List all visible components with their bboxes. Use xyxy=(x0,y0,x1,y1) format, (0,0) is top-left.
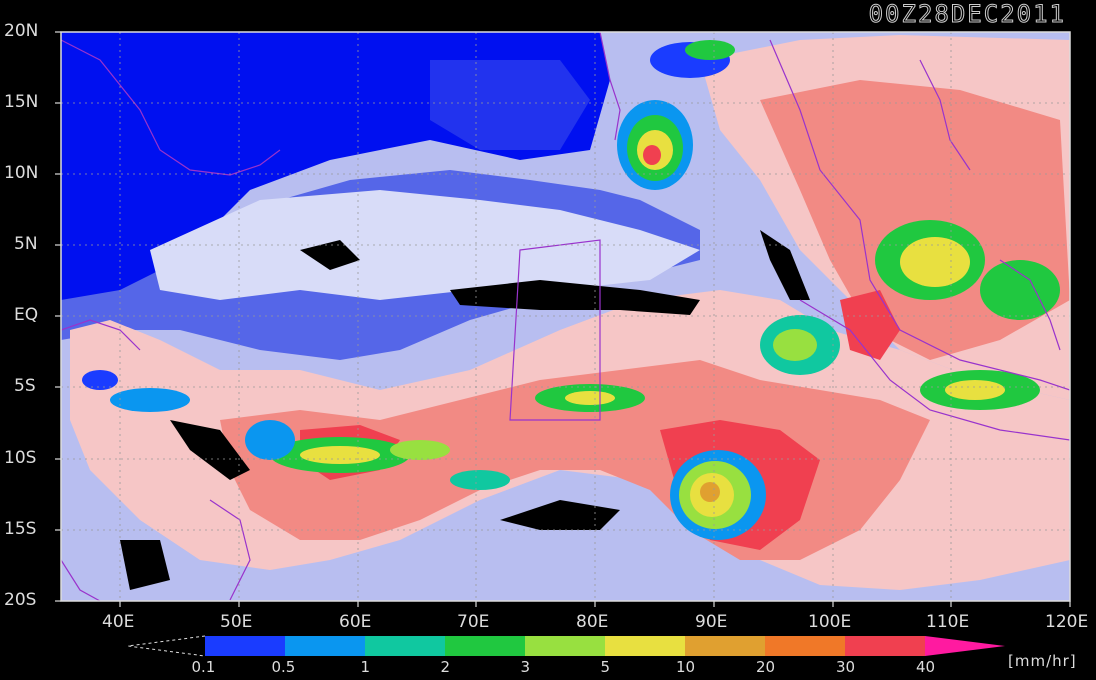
legend-level-label: 1 xyxy=(360,658,371,676)
legend-level-label: 10 xyxy=(676,658,696,676)
black-band-5 xyxy=(500,500,620,530)
itcz-south-convection xyxy=(82,40,735,490)
legend-level-label: 30 xyxy=(836,658,856,676)
legend-swatch xyxy=(765,636,845,656)
black-band-1 xyxy=(170,420,250,480)
legend-overshoot-triangle xyxy=(925,636,1005,656)
legend-swatch xyxy=(365,636,445,656)
lon-label-100e: 100E xyxy=(808,612,852,632)
legend-level-label: 20 xyxy=(756,658,776,676)
lat-label-10s: 10S xyxy=(4,448,37,468)
lon-label-40e: 40E xyxy=(102,612,135,632)
legend-swatch xyxy=(845,636,925,656)
lon-label-90e: 90E xyxy=(695,612,728,632)
cyclone-south xyxy=(670,450,766,540)
lon-label-60e: 60E xyxy=(339,612,372,632)
grid-lines xyxy=(61,32,1070,601)
cyclone-north xyxy=(617,100,693,190)
coastlines xyxy=(61,32,1070,601)
black-band-6 xyxy=(120,540,170,590)
legend-swatch xyxy=(685,636,765,656)
lat-label-5s: 5S xyxy=(14,376,36,396)
lon-label-110e: 110E xyxy=(926,612,970,632)
lat-label-10n: 10N xyxy=(4,163,39,183)
legend-level-label: 0.5 xyxy=(271,658,296,676)
tick-marks xyxy=(55,31,1071,607)
lon-label-80e: 80E xyxy=(576,612,609,632)
lat-label-eq: EQ xyxy=(14,305,39,325)
legend-unit: [mm/hr] xyxy=(1008,652,1077,670)
maritime-continent-convection xyxy=(760,220,1060,410)
legend-swatch xyxy=(605,636,685,656)
legend-level-label: 0.1 xyxy=(191,658,216,676)
legend-level-label: 5 xyxy=(600,658,611,676)
lat-label-5n: 5N xyxy=(14,234,38,254)
lat-label-15n: 15N xyxy=(4,92,39,112)
legend-undershoot-triangle xyxy=(127,635,206,657)
red-core-3 xyxy=(840,290,900,360)
lon-label-120e: 120E xyxy=(1045,612,1089,632)
northern-dry-2 xyxy=(430,60,590,150)
precipitation-map xyxy=(55,31,1071,607)
lon-label-50e: 50E xyxy=(220,612,253,632)
legend-swatch xyxy=(445,636,525,656)
color-legend xyxy=(127,635,1005,657)
lat-label-20n: 20N xyxy=(4,21,39,41)
black-band-4 xyxy=(760,230,810,300)
lat-label-15s: 15S xyxy=(4,519,37,539)
legend-swatch xyxy=(525,636,605,656)
black-band-3 xyxy=(300,240,360,270)
map-title: 00Z28DEC2011 xyxy=(868,0,1066,29)
lat-label-20s: 20S xyxy=(4,590,37,610)
legend-level-label: 2 xyxy=(440,658,451,676)
pale-band xyxy=(150,190,700,300)
legend-swatch xyxy=(205,636,285,656)
lon-label-70e: 70E xyxy=(457,612,490,632)
legend-level-label: 40 xyxy=(916,658,936,676)
legend-swatch xyxy=(285,636,365,656)
black-band-2 xyxy=(450,280,700,315)
legend-level-label: 3 xyxy=(520,658,531,676)
